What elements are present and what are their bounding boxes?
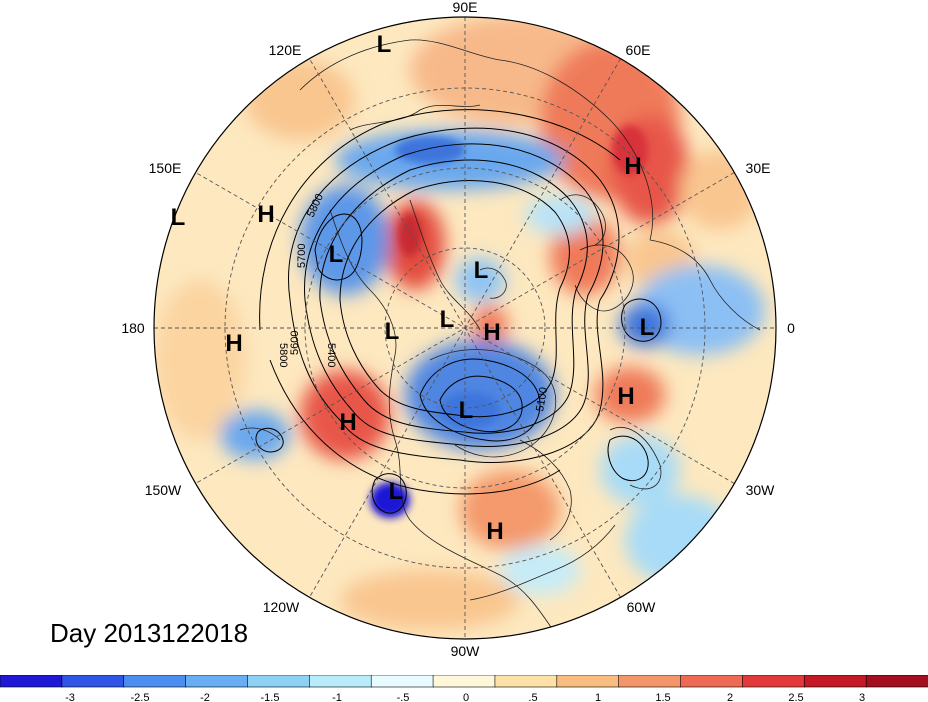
colorbar-swatch: [247, 675, 311, 688]
coastlines: [239, 39, 761, 639]
lon-label-180: 180: [121, 320, 145, 336]
longitude-labels: 90E 60E 30E 0 30W 60W 90W 120W 150W 180 …: [121, 0, 795, 659]
colorbar-tick: -.5: [397, 692, 410, 702]
lon-label-60e: 60E: [626, 42, 651, 58]
colorbar-swatch: [61, 675, 125, 688]
low-pressure-marker: L: [459, 397, 474, 424]
high-pressure-marker: H: [624, 153, 641, 180]
map-boundary: [153, 16, 777, 640]
colorbar-tick: 2: [727, 692, 733, 702]
colorbar-swatch: [803, 675, 867, 688]
lon-label-60w: 60W: [627, 599, 657, 615]
low-pressure-marker: L: [329, 241, 344, 268]
colorbar-swatch: [0, 675, 63, 688]
colorbar-swatch: [123, 675, 187, 688]
lon-label-150w: 150W: [145, 482, 182, 498]
colorbar-tick: 1: [595, 692, 601, 702]
colorbar-swatch: [556, 675, 620, 688]
colorbar-swatch: [309, 675, 372, 688]
contour-label: 5100: [534, 386, 550, 412]
graticule: [154, 17, 776, 639]
colorbar-tick: 0: [463, 692, 469, 702]
high-pressure-marker: H: [486, 518, 503, 545]
colorbar-tick: -2.5: [131, 692, 150, 702]
colorbar-swatch: [865, 675, 928, 688]
date-label: Day 2013122018: [50, 618, 249, 648]
lon-label-120e: 120E: [269, 42, 302, 58]
colorbar-tick-labels: -3 -2.5 -2 -1.5 -1 -.5 0 .5 1 1.5 2 2.5 …: [65, 692, 865, 702]
colorbar: -3 -2.5 -2 -1.5 -1 -.5 0 .5 1 1.5 2 2.5 …: [0, 675, 928, 702]
colorbar-swatch: [494, 675, 558, 688]
high-pressure-marker: H: [483, 319, 500, 346]
low-pressure-marker: L: [440, 306, 455, 333]
contour-label: 5700: [296, 244, 308, 268]
lon-label-90e: 90E: [453, 0, 478, 15]
lon-label-90w: 90W: [451, 643, 481, 659]
high-pressure-marker: H: [617, 383, 634, 410]
colorbar-tick: -2: [200, 692, 210, 702]
colorbar-swatches: [0, 675, 928, 688]
low-pressure-marker: L: [377, 31, 392, 58]
low-pressure-marker: L: [640, 314, 655, 341]
lon-label-30e: 30E: [746, 160, 771, 176]
colorbar-tick: 2.5: [788, 692, 803, 702]
high-pressure-marker: H: [257, 201, 274, 228]
colorbar-swatch: [432, 675, 496, 688]
low-pressure-marker: L: [171, 204, 186, 231]
colorbar-tick: -1.5: [261, 692, 280, 702]
low-pressure-marker: L: [474, 257, 489, 284]
colorbar-tick: 1.5: [655, 692, 670, 702]
high-pressure-marker: H: [339, 409, 356, 436]
colorbar-swatch: [185, 675, 249, 688]
lon-label-120w: 120W: [263, 599, 300, 615]
colorbar-swatch: [680, 675, 744, 688]
low-pressure-marker: L: [389, 478, 404, 505]
colorbar-swatch: [742, 675, 806, 688]
colorbar-swatch: [618, 675, 682, 688]
colorbar-tick: .5: [528, 692, 537, 702]
high-pressure-marker: H: [225, 330, 242, 357]
colorbar-swatch: [370, 675, 434, 688]
lon-label-0: 0: [787, 320, 795, 336]
contour-label: 5800: [277, 343, 289, 367]
lon-label-30w: 30W: [746, 482, 776, 498]
colorbar-tick: -1: [332, 692, 342, 702]
lon-label-150e: 150E: [149, 160, 182, 176]
low-pressure-marker: L: [385, 318, 400, 345]
colorbar-tick: -3: [65, 692, 75, 702]
contour-label: 5600: [289, 331, 301, 355]
colorbar-tick: 3: [859, 692, 865, 702]
pressure-centers: L H H L L L L H L H L H L H L H: [171, 31, 655, 545]
contour-label: 5400: [325, 343, 337, 367]
